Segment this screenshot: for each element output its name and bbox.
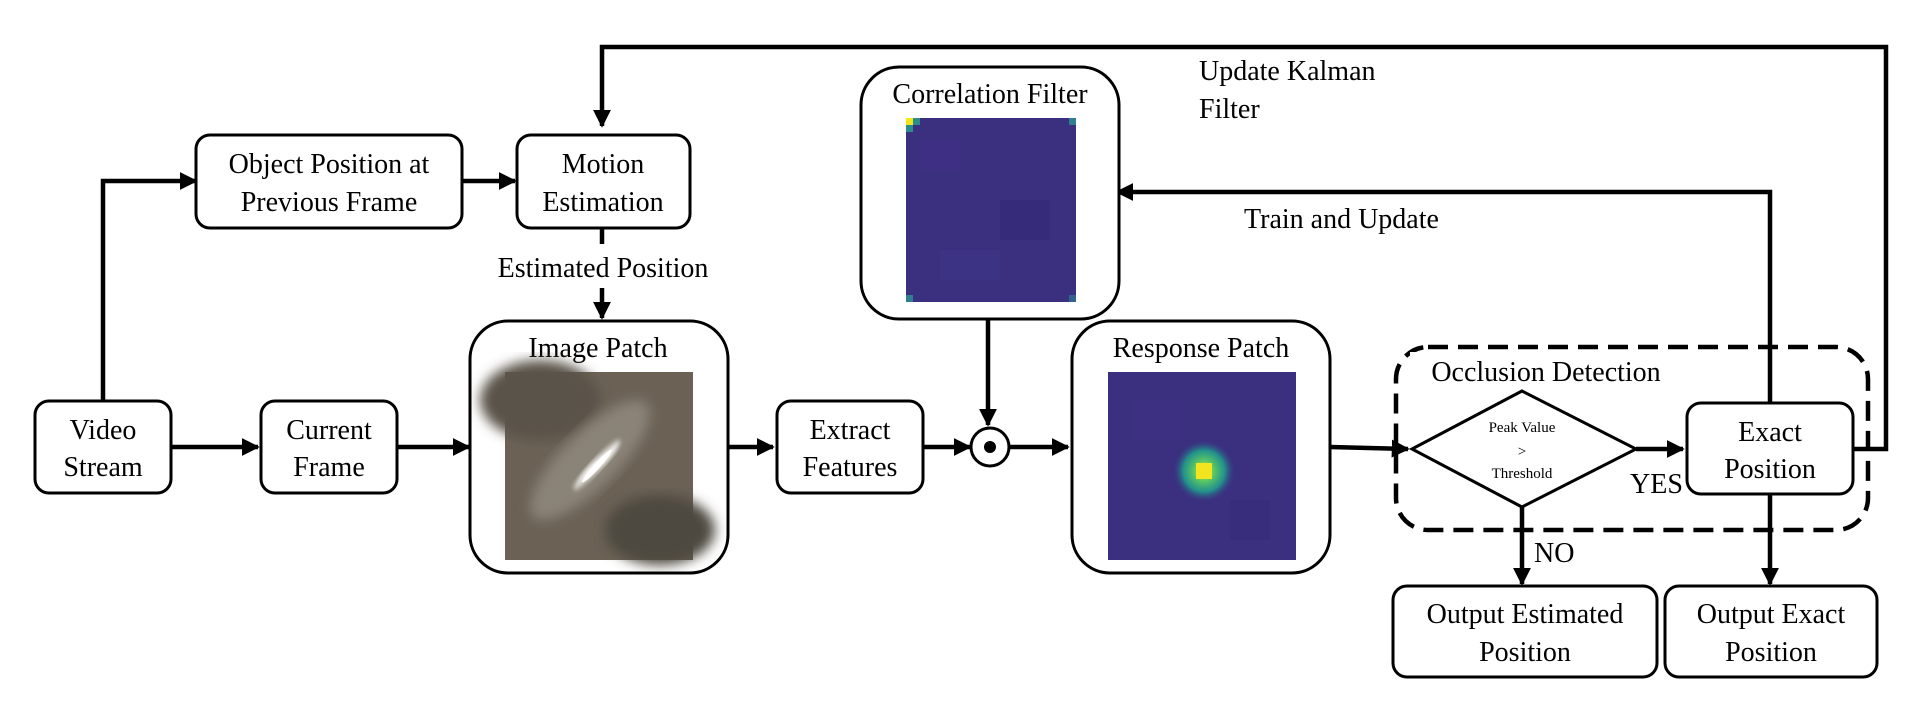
- output-exact-label-line2: Position: [1725, 637, 1817, 668]
- object-position-label-line2: Previous Frame: [241, 187, 418, 218]
- exact-position-label-line1: Exact: [1738, 417, 1802, 448]
- decision-label-line2: >: [1518, 444, 1526, 460]
- edge-response-to-decision: [1329, 439, 1410, 458]
- exact-position-label-line2: Position: [1724, 454, 1816, 485]
- extract-features-node: Extract Features: [775, 399, 925, 495]
- extract-features-label-line1: Extract: [810, 415, 891, 446]
- elementwise-product-operator: [969, 426, 1011, 468]
- video-stream-label-line1: Video: [70, 415, 137, 446]
- image-patch-thumbnail: [480, 360, 715, 565]
- decision-label-line1: Peak Value: [1489, 420, 1556, 436]
- current-frame-label-line1: Current: [286, 415, 372, 446]
- extract-features-label-line2: Features: [803, 452, 898, 483]
- response-patch-node: Response Patch: [1070, 319, 1332, 575]
- yes-label: YES: [1630, 469, 1683, 500]
- exact-position-node: Exact Position: [1685, 401, 1855, 496]
- train-and-update-label: Train and Update: [1244, 204, 1439, 235]
- occlusion-label-mask: [1410, 352, 1712, 388]
- motion-estimation-label-line1: Motion: [562, 149, 644, 180]
- motion-estimation-label-line2: Estimation: [542, 187, 663, 218]
- correlation-filter-label: Correlation Filter: [892, 79, 1088, 110]
- object-position-node: Object Position at Previous Frame: [194, 133, 464, 230]
- object-position-label-line1: Object Position at: [229, 149, 430, 180]
- edge-update-kalman: [593, 44, 1889, 452]
- output-estimated-label-line1: Output Estimated: [1427, 599, 1624, 630]
- correlation-filter-node: Correlation Filter: [859, 65, 1121, 321]
- response-patch-heatmap: [1108, 372, 1296, 560]
- output-estimated-label-line2: Position: [1479, 637, 1571, 668]
- threshold-decision-node: Peak Value > Threshold: [1408, 389, 1640, 509]
- video-stream-node: Video Stream: [33, 399, 173, 495]
- motion-estimation-node: Motion Estimation: [515, 133, 692, 230]
- output-exact-position-node: Output Exact Position: [1663, 584, 1879, 679]
- occlusion-detection-label: Occlusion Detection: [1431, 357, 1660, 388]
- current-frame-node: Current Frame: [259, 399, 399, 495]
- no-label: NO: [1534, 538, 1574, 569]
- edge-video-to-object-position: [100, 172, 198, 403]
- output-exact-label-line1: Output Exact: [1697, 599, 1846, 630]
- response-patch-label: Response Patch: [1113, 333, 1290, 364]
- edge-train-and-update: [1115, 183, 1773, 403]
- correlation-filter-heatmap: [906, 118, 1076, 302]
- output-estimated-position-node: Output Estimated Position: [1391, 584, 1659, 679]
- estimated-position-label: Estimated Position: [498, 253, 709, 284]
- update-kalman-label-line2: Filter: [1199, 94, 1260, 125]
- update-kalman-label-line1: Update Kalman: [1199, 56, 1376, 87]
- current-frame-label-line2: Frame: [293, 452, 365, 483]
- decision-label-line3: Threshold: [1492, 466, 1553, 482]
- image-patch-label: Image Patch: [528, 333, 667, 364]
- image-patch-node: Image Patch: [468, 319, 730, 575]
- occlusion-detection-region: [1393, 344, 1871, 533]
- video-stream-label-line2: Stream: [63, 452, 143, 483]
